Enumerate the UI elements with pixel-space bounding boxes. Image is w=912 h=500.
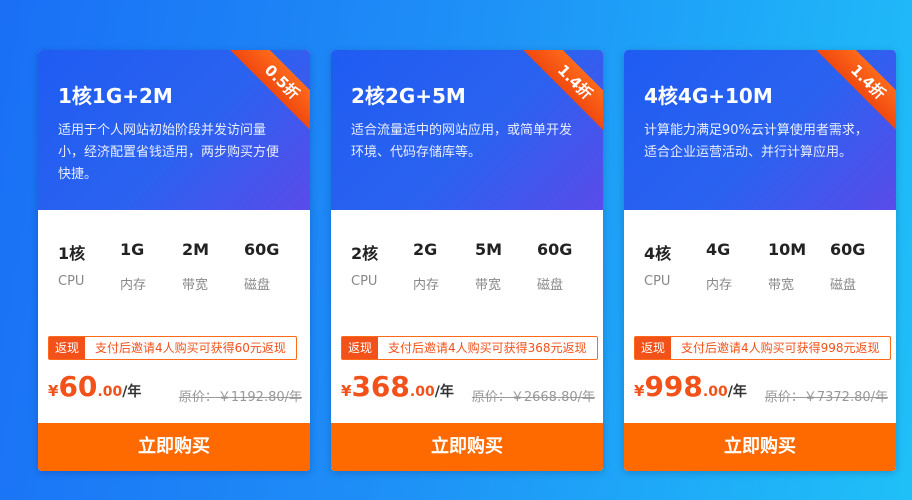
spec-value: 5M <box>475 240 503 259</box>
spec-list: 1核 CPU 1G 内存 2M 带宽 60G 磁盘 <box>58 240 294 293</box>
price-unit: /年 <box>434 384 454 400</box>
spec-label: 磁盘 <box>537 278 564 293</box>
spec-value: 2G <box>413 240 438 259</box>
original-price: 原价：￥2668.80/年 <box>471 390 595 405</box>
spec-item: 1核 CPU <box>58 240 108 293</box>
spec-value: 60G <box>244 240 280 259</box>
spec-item: 5M 带宽 <box>475 240 525 293</box>
price-currency: ¥ <box>341 382 352 400</box>
spec-item: 60G 磁盘 <box>244 240 294 293</box>
spec-value: 2核 <box>351 244 379 263</box>
spec-item: 4G 内存 <box>706 240 756 293</box>
price-decimal: .00 <box>97 384 123 400</box>
spec-value: 60G <box>830 240 866 259</box>
price-unit: /年 <box>727 384 747 400</box>
promo-text: 支付后邀请4人购买可获得368元返现 <box>388 341 587 355</box>
price-currency: ¥ <box>48 382 59 400</box>
spec-item: 4核 CPU <box>644 240 694 293</box>
price: ¥60.00/年 <box>48 370 141 403</box>
spec-value: 60G <box>537 240 573 259</box>
promo-text: 支付后邀请4人购买可获得60元返现 <box>95 341 286 355</box>
promo-tag: 返现 <box>342 337 379 359</box>
spec-item: 1G 内存 <box>120 240 170 293</box>
spec-label: 带宽 <box>768 278 795 293</box>
spec-label: 磁盘 <box>244 278 271 293</box>
promo-banner: 返现 支付后邀请4人购买可获得998元返现 <box>634 336 891 360</box>
original-price: 原价：￥1192.80/年 <box>178 390 302 405</box>
promo-banner: 返现 支付后邀请4人购买可获得60元返现 <box>48 336 297 360</box>
spec-item: 60G 磁盘 <box>830 240 880 293</box>
spec-item: 2G 内存 <box>413 240 463 293</box>
plan-card: 2核2G+5M 适合流量适中的网站应用，或简单开发环境、代码存储库等。 1.4折 2核… <box>331 50 603 471</box>
spec-label: 带宽 <box>182 278 209 293</box>
spec-item: 60G 磁盘 <box>537 240 587 293</box>
plan-description: 适用于个人网站初始阶段并发访问量小，经济配置省钱适用，两步购买方便快捷。 <box>58 123 280 182</box>
spec-value: 10M <box>768 240 807 259</box>
spec-label: CPU <box>351 274 378 289</box>
buy-button[interactable]: 立即购买 <box>38 423 310 471</box>
spec-list: 2核 CPU 2G 内存 5M 带宽 60G 磁盘 <box>351 240 587 293</box>
spec-value: 1核 <box>58 244 86 263</box>
original-price: 原价：￥7372.80/年 <box>764 390 888 405</box>
spec-list: 4核 CPU 4G 内存 10M 带宽 60G 磁盘 <box>644 240 880 293</box>
price: ¥368.00/年 <box>341 370 454 403</box>
price-integer: 368 <box>351 370 410 403</box>
plan-card: 1核1G+2M 适用于个人网站初始阶段并发访问量小，经济配置省钱适用，两步购买方便… <box>38 50 310 471</box>
plan-title: 4核4G+10M <box>644 84 773 108</box>
spec-item: 10M 带宽 <box>768 240 818 293</box>
buy-button[interactable]: 立即购买 <box>331 423 603 471</box>
promo-tag: 返现 <box>635 337 672 359</box>
buy-button[interactable]: 立即购买 <box>624 423 896 471</box>
spec-label: CPU <box>58 274 85 289</box>
plan-description: 适合流量适中的网站应用，或简单开发环境、代码存储库等。 <box>351 123 573 160</box>
promo-banner: 返现 支付后邀请4人购买可获得368元返现 <box>341 336 598 360</box>
promo-tag: 返现 <box>49 337 86 359</box>
spec-value: 2M <box>182 240 210 259</box>
spec-label: 磁盘 <box>830 278 857 293</box>
spec-value: 1G <box>120 240 145 259</box>
price-decimal: .00 <box>409 384 435 400</box>
spec-item: 2M 带宽 <box>182 240 232 293</box>
plan-card: 4核4G+10M 计算能力满足90%云计算使用者需求，适合企业运营活动、并行计算应… <box>624 50 896 471</box>
plan-title: 1核1G+2M <box>58 84 173 108</box>
spec-label: 带宽 <box>475 278 502 293</box>
spec-label: 内存 <box>706 278 733 293</box>
spec-label: CPU <box>644 274 671 289</box>
price-currency: ¥ <box>634 382 645 400</box>
spec-value: 4核 <box>644 244 672 263</box>
plan-description: 计算能力满足90%云计算使用者需求，适合企业运营活动、并行计算应用。 <box>644 123 868 160</box>
promo-text: 支付后邀请4人购买可获得998元返现 <box>681 341 880 355</box>
price: ¥998.00/年 <box>634 370 747 403</box>
spec-value: 4G <box>706 240 731 259</box>
spec-label: 内存 <box>120 278 147 293</box>
plan-title: 2核2G+5M <box>351 84 466 108</box>
price-integer: 998 <box>644 370 703 403</box>
price-integer: 60 <box>58 370 98 403</box>
price-unit: /年 <box>122 384 142 400</box>
price-decimal: .00 <box>702 384 728 400</box>
spec-label: 内存 <box>413 278 440 293</box>
spec-item: 2核 CPU <box>351 240 401 293</box>
